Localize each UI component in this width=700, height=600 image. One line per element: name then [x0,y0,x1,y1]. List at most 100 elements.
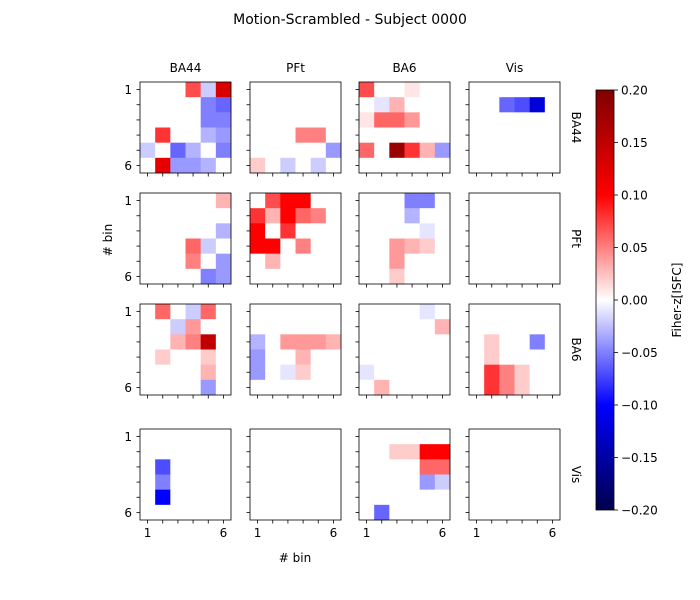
heatmap-cell [310,334,327,350]
heatmap-cell [499,429,515,445]
heatmap-cell [170,349,186,365]
heatmap-cell [295,127,311,143]
heatmap-cell [499,208,515,224]
heatmap-cell [419,504,436,521]
heatmap-cell [215,459,232,475]
heatmap-cell [419,304,436,320]
heatmap-cell [295,474,311,490]
heatmap-cell [170,459,186,475]
heatmap-cell [434,127,451,143]
heatmap-cell [310,364,327,381]
heatmap-cell [140,334,156,350]
heatmap-cell [200,112,217,128]
heatmap-cell [295,82,311,98]
heatmap-cell [389,364,405,381]
heatmap-cell [280,444,296,460]
heatmap-cell [140,459,156,475]
heatmap-cell [469,97,485,113]
heatmap-cell [280,208,296,224]
heatmap-cell [544,489,561,506]
heatmap-cell [374,474,390,490]
heatmap-cell [359,379,375,396]
heatmap-cell [419,223,436,239]
heatmap-cell [544,429,561,445]
heatmap-cell [529,157,546,174]
heatmap-cell [310,444,327,460]
heatmap-cell [359,223,375,239]
heatmap-cell [215,429,232,445]
heatmap-cell [434,489,451,506]
heatmap-cell [325,97,342,113]
heatmap-cell [295,268,311,285]
heatmap-cell [295,379,311,396]
heatmap-cell [140,142,156,159]
heatmap-panel [136,428,232,524]
heatmap-cell [529,474,546,490]
heatmap-cell [419,157,436,174]
heatmap-cell [374,97,390,113]
heatmap-cell [215,268,232,285]
heatmap-cell [265,193,281,209]
heatmap-cell [295,238,311,254]
heatmap-cell [170,489,186,506]
heatmap-cell [404,379,420,396]
heatmap-cell [484,253,500,270]
heatmap-cell [170,379,186,396]
heatmap-cell [359,253,375,270]
heatmap-cell [325,444,342,460]
heatmap-cell [499,238,515,254]
heatmap-cell [499,379,515,396]
heatmap-cell [529,223,546,239]
heatmap-cell [529,334,546,350]
heatmap-cell [310,112,327,128]
heatmap-cell [484,97,500,113]
heatmap-cell [499,364,515,381]
heatmap-cell [250,157,266,174]
x-tick-label: 6 [220,526,228,540]
heatmap-cell [374,268,390,285]
heatmap-cell [140,82,156,98]
heatmap-cell [514,489,530,506]
heatmap-cell [499,127,515,143]
heatmap-cell [215,193,232,209]
heatmap-cell [185,429,201,445]
heatmap-cell [250,364,266,381]
x-axis-label: # bin [279,551,311,565]
heatmap-cell [325,429,342,445]
row-label: PFt [569,229,583,248]
heatmap-cell [389,112,405,128]
y-tick-label: 1 [124,194,132,208]
heatmap-cell [484,82,500,98]
heatmap-cell [499,253,515,270]
heatmap-cell [280,429,296,445]
heatmap-panel [355,192,451,288]
heatmap-cell [280,97,296,113]
heatmap-cell [185,82,201,98]
heatmap-cell [185,319,201,335]
heatmap-cell [215,364,232,381]
heatmap-cell [359,127,375,143]
heatmap-cell [374,379,390,396]
heatmap-cell [325,112,342,128]
heatmap-cell [170,474,186,490]
heatmap-cell [469,82,485,98]
heatmap-cell [185,238,201,254]
heatmap-cell [185,459,201,475]
heatmap-cell [215,112,232,128]
heatmap-cell [544,223,561,239]
heatmap-cell [484,334,500,350]
column-label: BA44 [170,61,202,75]
heatmap-cell [250,429,266,445]
heatmap-cell [499,142,515,159]
heatmap-cell [250,253,266,270]
x-tick-label: 1 [363,526,371,540]
heatmap-cell [310,238,327,254]
heatmap-cell [310,429,327,445]
heatmap-cell [325,504,342,521]
heatmap-cell [544,304,561,320]
heatmap-cell [200,127,217,143]
heatmap-cell [325,127,342,143]
heatmap-cell [170,208,186,224]
heatmap-cell [374,82,390,98]
heatmap-cell [250,82,266,98]
